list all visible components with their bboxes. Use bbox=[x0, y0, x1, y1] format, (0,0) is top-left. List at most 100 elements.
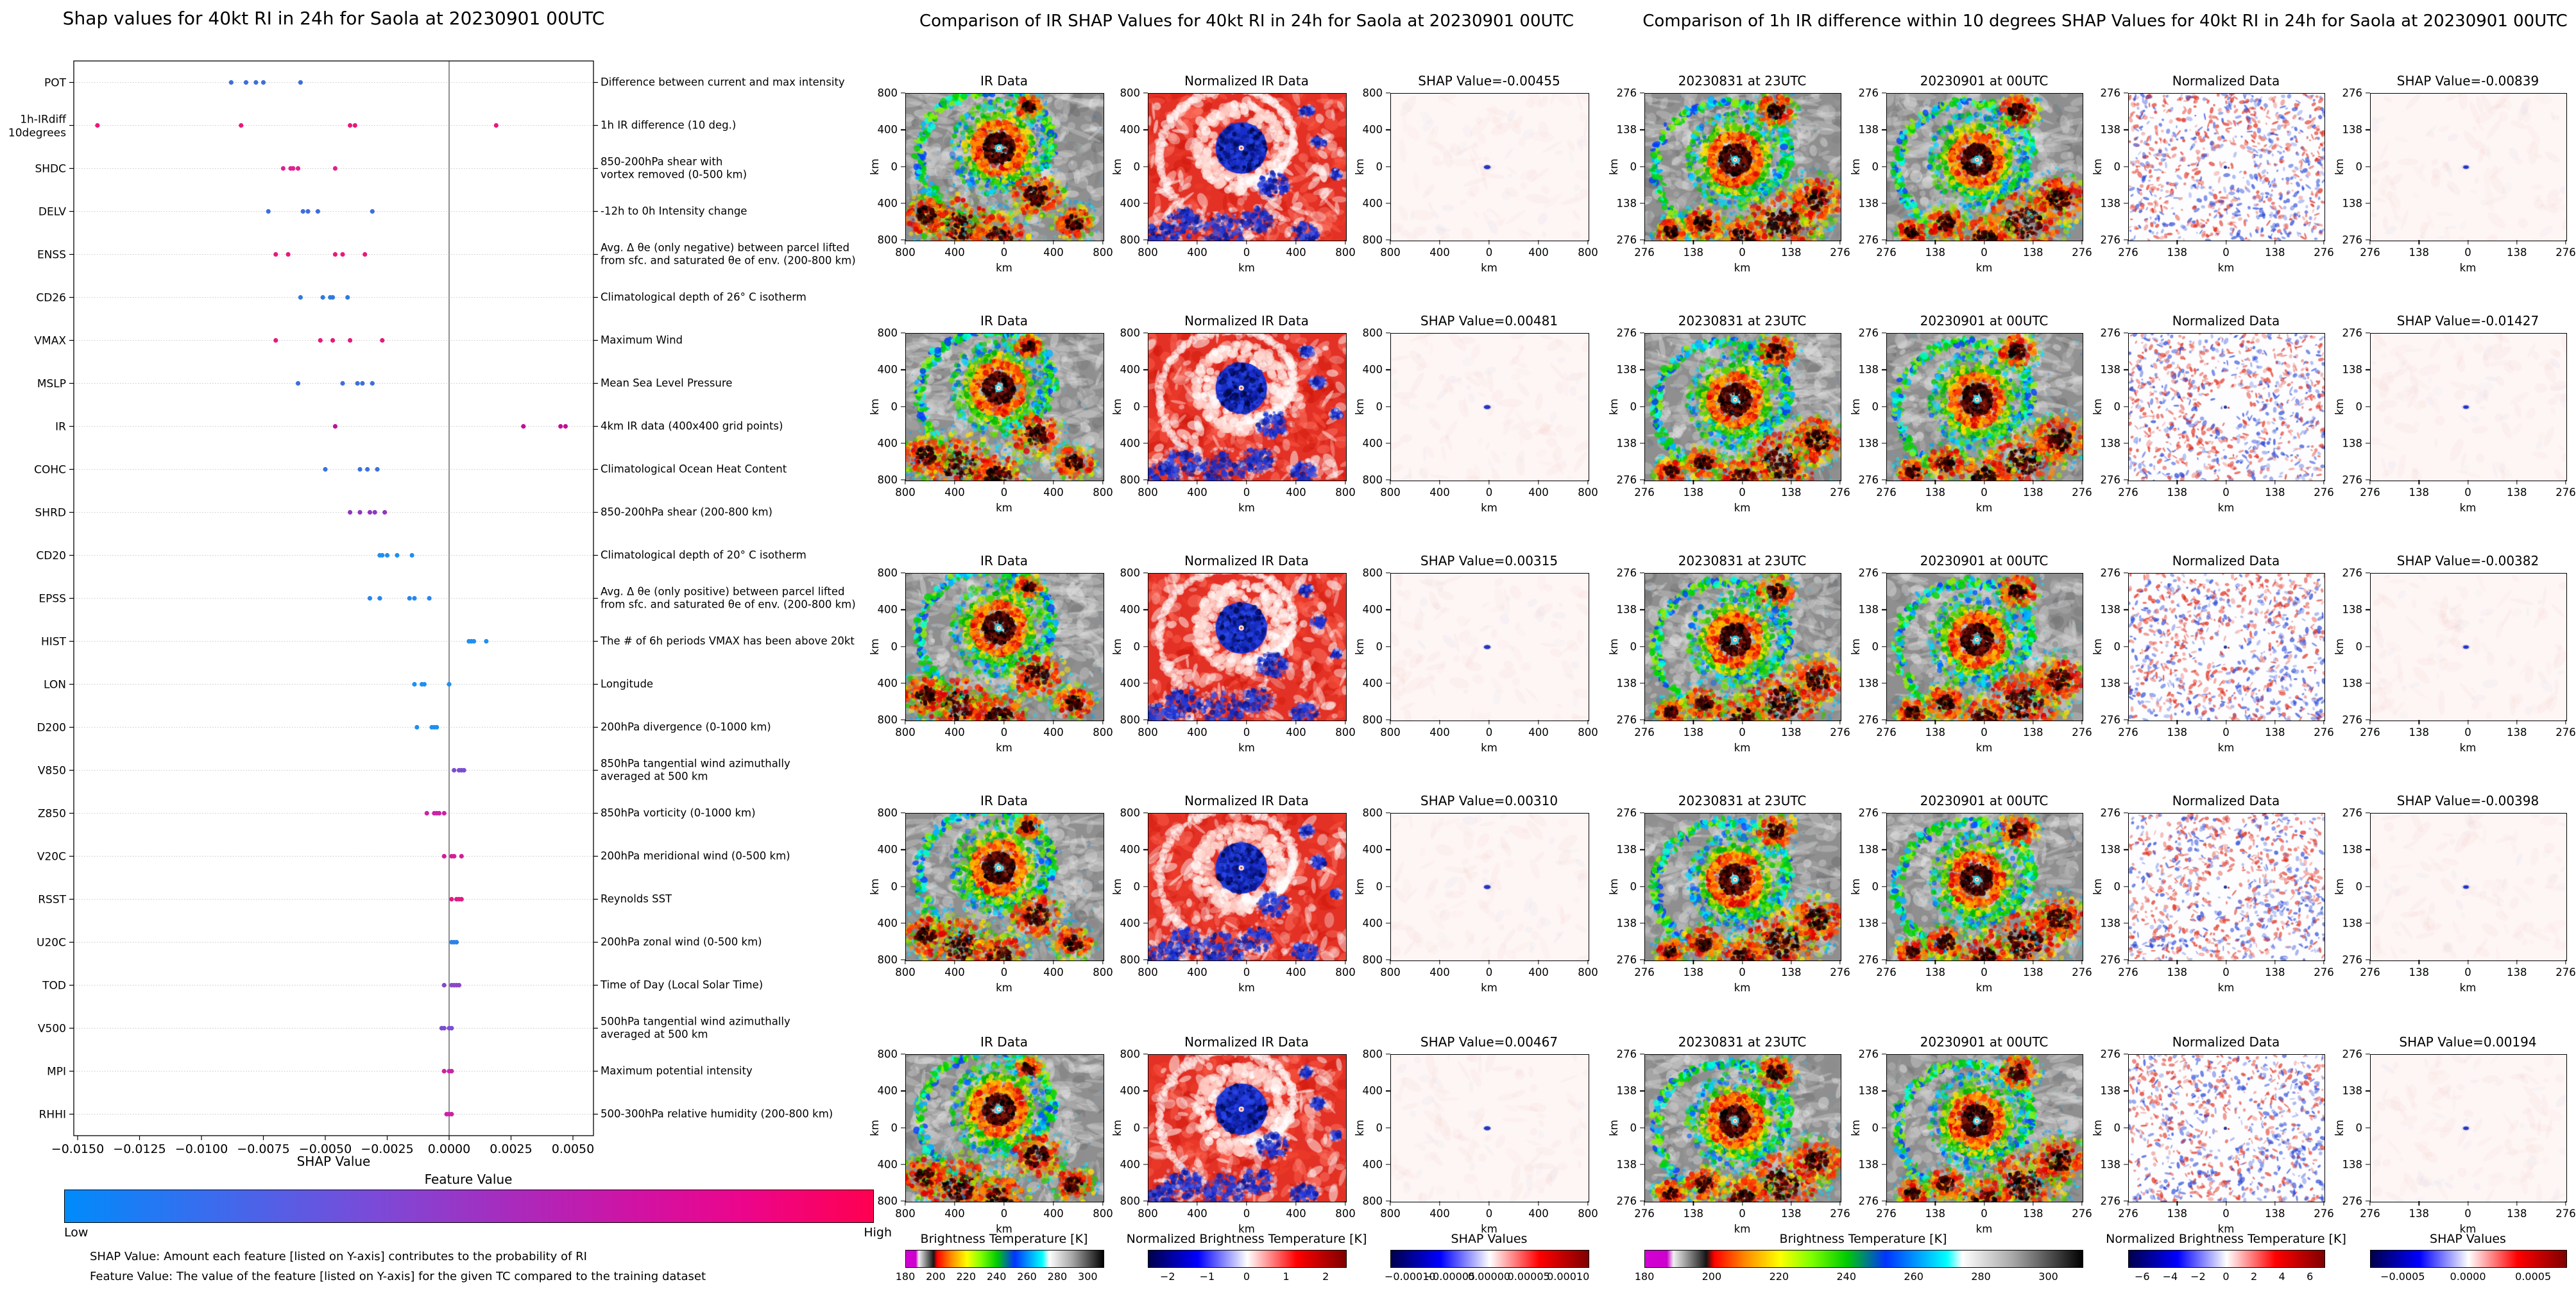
feature-description: Reynolds SST bbox=[601, 893, 672, 905]
feature-name: D200 bbox=[37, 722, 66, 735]
map-panel: SHAP Value=-0.00839 276 276 138 138 0 0 138 138 2… bbox=[2334, 73, 2576, 274]
feature-name: 1h-IRdiff 10degrees bbox=[8, 114, 67, 140]
y-tick-label: 138 bbox=[2100, 843, 2121, 856]
feature-description: 850-200hPa shear with vortex removed (0-5… bbox=[601, 156, 747, 181]
y-tick-label: 800 bbox=[1362, 327, 1383, 339]
y-tick-mark bbox=[2124, 572, 2128, 574]
feature-description: 500-300hPa relative humidity (200-800 km… bbox=[601, 1108, 833, 1120]
y-tick-mark bbox=[2366, 1200, 2370, 1202]
map-panel: 20230831 at 23UTC 276 276 138 138 0 0 138 138 276… bbox=[1608, 793, 1850, 994]
satellite-image bbox=[905, 333, 1104, 481]
x-tick-label: 800 bbox=[1578, 246, 1598, 259]
x-axis-unit-label: km bbox=[2459, 1223, 2477, 1235]
shap-point bbox=[412, 681, 417, 687]
y-tick-label: 138 bbox=[2342, 603, 2363, 616]
x-tick-label: 276 bbox=[2314, 726, 2334, 738]
colorbar-tick-label: 0.0000 bbox=[2450, 1270, 2486, 1283]
y-tick-mark bbox=[2124, 1164, 2128, 1165]
feature-description: 850hPa vorticity (0-1000 km) bbox=[601, 807, 756, 819]
y-tick-mark bbox=[1386, 1200, 1390, 1202]
feature-description: 200hPa zonal wind (0-500 km) bbox=[601, 936, 762, 948]
y-tick-label: 138 bbox=[2100, 677, 2121, 690]
x-tick-mark bbox=[1693, 1201, 1694, 1206]
x-tick-label: 276 bbox=[2072, 1208, 2092, 1220]
feature-name: DELV bbox=[38, 206, 66, 219]
colorbar bbox=[1390, 1250, 1589, 1268]
satellite-image bbox=[1390, 93, 1589, 241]
x-tick-mark bbox=[1147, 1201, 1148, 1206]
panel-title: IR Data bbox=[980, 73, 1028, 89]
x-axis-unit-label: km bbox=[2459, 982, 2477, 994]
x-tick-label: 800 bbox=[1138, 246, 1158, 259]
x-tick-label: 0 bbox=[2222, 246, 2230, 259]
footnote-shap-value: SHAP Value: Amount each feature [listed … bbox=[90, 1250, 587, 1263]
panel-title: SHAP Value=0.00481 bbox=[1420, 313, 1558, 329]
x-tick-label: 400 bbox=[1528, 246, 1549, 259]
x-tick-label: 0 bbox=[1243, 486, 1250, 499]
x-tick-label: −0.0150 bbox=[51, 1142, 104, 1156]
x-tick-label: 0 bbox=[1739, 246, 1746, 259]
x-tick-mark bbox=[1741, 960, 1743, 964]
shap-point bbox=[377, 595, 382, 601]
x-tick-mark bbox=[2274, 240, 2276, 244]
panel-title: SHAP Value=-0.00382 bbox=[2396, 553, 2539, 568]
satellite-image bbox=[1390, 573, 1589, 721]
x-tick-mark bbox=[2323, 480, 2324, 484]
panel-title: Normalized IR Data bbox=[1184, 313, 1309, 329]
y-axis-unit-label: km bbox=[1850, 878, 1863, 895]
x-tick-label: 800 bbox=[1335, 1208, 1356, 1220]
panel-title: SHAP Value=0.00310 bbox=[1420, 793, 1558, 808]
y-tick-mark bbox=[901, 1127, 905, 1129]
x-axis-unit-label: km bbox=[2217, 502, 2235, 514]
y-tick-label: 0 bbox=[891, 880, 898, 892]
y-tick-label: 800 bbox=[1362, 1048, 1383, 1061]
x-tick-label: 0 bbox=[1485, 246, 1493, 259]
x-tick-label: 138 bbox=[2167, 726, 2188, 738]
feature-name: EPSS bbox=[38, 593, 66, 606]
feature-description: 200hPa meridional wind (0-500 km) bbox=[601, 850, 790, 862]
y-tick-label: 276 bbox=[2100, 953, 2121, 966]
y-axis-unit-label: km bbox=[869, 878, 882, 895]
panel-title: SHAP Value=-0.00839 bbox=[2396, 73, 2539, 89]
y-axis-unit-label: km bbox=[869, 1119, 882, 1136]
x-tick-label: 800 bbox=[1380, 726, 1401, 738]
x-tick-label: 138 bbox=[2409, 246, 2430, 259]
x-tick-mark bbox=[1934, 720, 1936, 724]
y-tick-mark bbox=[1386, 166, 1390, 167]
shap-point bbox=[521, 423, 526, 429]
satellite-image bbox=[1148, 813, 1347, 961]
colorbar-tick-label: −4 bbox=[2162, 1270, 2178, 1283]
shap-point bbox=[372, 509, 377, 515]
feature-description: 850hPa tangential wind azimuthally averag… bbox=[601, 758, 790, 783]
x-axis-unit-label: km bbox=[1481, 982, 1497, 994]
y-tick-label: 800 bbox=[1362, 953, 1383, 966]
satellite-image bbox=[905, 813, 1104, 961]
y-tick-label: 0 bbox=[1630, 400, 1637, 413]
middle-section-title: Comparison of IR SHAP Values for 40kt RI… bbox=[919, 12, 1574, 31]
shap-point bbox=[330, 337, 336, 343]
panel-title: 20230831 at 23UTC bbox=[1678, 73, 1807, 89]
y-tick-label: 0 bbox=[2355, 160, 2363, 173]
y-tick-mark bbox=[1386, 239, 1390, 241]
y-tick-label: 800 bbox=[877, 327, 898, 339]
y-tick-label: 400 bbox=[1120, 677, 1141, 690]
x-tick-label: 138 bbox=[1925, 486, 1946, 499]
y-tick-label: 276 bbox=[1858, 87, 1879, 99]
x-tick-label: 276 bbox=[1830, 966, 1850, 978]
x-tick-label: 400 bbox=[944, 486, 965, 499]
colorbar-tick-label: 0 bbox=[2222, 1270, 2230, 1283]
x-tick-label: 400 bbox=[1528, 1208, 1549, 1220]
x-tick-label: 276 bbox=[1876, 486, 1897, 499]
shap-point bbox=[452, 853, 457, 859]
satellite-image bbox=[2128, 813, 2325, 961]
y-tick-mark bbox=[1386, 719, 1390, 721]
x-axis-unit-label: km bbox=[2217, 1223, 2235, 1235]
x-axis-unit-label: km bbox=[1238, 742, 1255, 754]
shap-point bbox=[441, 1068, 447, 1074]
x-tick-mark bbox=[1295, 720, 1297, 724]
y-axis-unit-label: km bbox=[1111, 1119, 1124, 1136]
x-tick-label: 276 bbox=[2314, 486, 2334, 499]
feature-description: The # of 6h periods VMAX has been above … bbox=[600, 635, 855, 647]
x-tick-mark bbox=[2081, 960, 2083, 964]
panel-title: Normalized Data bbox=[2172, 793, 2280, 808]
